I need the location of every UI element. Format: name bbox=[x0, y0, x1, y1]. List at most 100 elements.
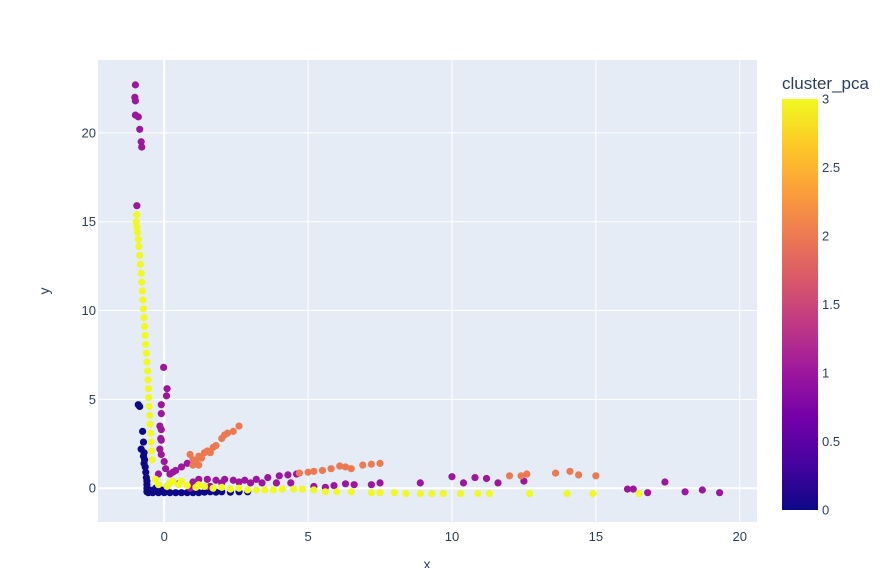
scatter-point-cluster-1 bbox=[162, 465, 170, 473]
scatter-point-cluster-1 bbox=[131, 81, 140, 89]
scatter-point-cluster-1 bbox=[157, 410, 165, 418]
scatter-point-cluster-3 bbox=[139, 296, 147, 304]
scatter-point-cluster-2 bbox=[367, 460, 375, 468]
scatter-point-cluster-3 bbox=[310, 486, 318, 494]
scatter-point-cluster-1 bbox=[137, 138, 145, 146]
scatter-point-cluster-1 bbox=[494, 479, 502, 487]
scatter-point-cluster-3 bbox=[166, 479, 174, 487]
scatter-point-cluster-1 bbox=[183, 459, 191, 467]
scatter-point-cluster-1 bbox=[160, 457, 168, 466]
scatter-point-cluster-2 bbox=[505, 472, 514, 480]
scatter-point-cluster-3 bbox=[140, 314, 148, 322]
scatter-point-cluster-3 bbox=[151, 475, 160, 483]
scatter-point-cluster-1 bbox=[258, 479, 266, 487]
scatter-point-cluster-1 bbox=[131, 97, 140, 105]
scatter-point-cluster-1 bbox=[241, 476, 249, 484]
scatter-point-cluster-2 bbox=[223, 429, 232, 437]
colorbar-tick-label: 0.5 bbox=[822, 434, 840, 449]
scatter-point-cluster-3 bbox=[148, 456, 156, 464]
scatter-point-cluster-2 bbox=[206, 449, 214, 457]
colorbar-tick-label: 1 bbox=[822, 366, 829, 381]
scatter-point-cluster-3 bbox=[390, 489, 399, 497]
scatter-point-cluster-3 bbox=[526, 489, 534, 498]
scatter-point-cluster-1 bbox=[235, 478, 243, 486]
scatter-point-cluster-3 bbox=[485, 489, 493, 498]
scatter-point-cluster-1 bbox=[264, 473, 272, 482]
scatter-point-cluster-1 bbox=[157, 450, 165, 459]
scatter-point-cluster-3 bbox=[138, 278, 146, 286]
scatter-point-cluster-2 bbox=[197, 454, 206, 462]
scatter-point-cluster-3 bbox=[133, 210, 141, 219]
scatter-point-cluster-3 bbox=[183, 481, 191, 490]
scatter-point-cluster-3 bbox=[261, 486, 269, 494]
scatter-point-cluster-1 bbox=[629, 485, 637, 493]
scatter-point-cluster-3 bbox=[439, 489, 447, 498]
scatter-point-cluster-1 bbox=[416, 479, 424, 487]
scatter-point-cluster-0 bbox=[139, 452, 148, 460]
scatter-point-cluster-0 bbox=[146, 486, 154, 494]
scatter-point-cluster-3 bbox=[563, 489, 571, 498]
y-tick-label: 10 bbox=[82, 303, 96, 318]
scatter-point-cluster-3 bbox=[456, 489, 465, 498]
scatter-point-cluster-1 bbox=[160, 363, 168, 372]
scatter-point-cluster-2 bbox=[336, 462, 344, 470]
scatter-point-cluster-1 bbox=[154, 470, 163, 478]
scatter-point-cluster-3 bbox=[135, 242, 143, 251]
scatter-point-cluster-3 bbox=[144, 376, 152, 384]
scatter-point-cluster-1 bbox=[157, 401, 165, 409]
scatter-point-cluster-1 bbox=[376, 479, 384, 487]
data-points bbox=[131, 81, 724, 498]
scatter-point-cluster-1 bbox=[169, 468, 177, 476]
scatter-point-cluster-1 bbox=[162, 392, 171, 400]
scatter-point-cluster-1 bbox=[520, 477, 528, 485]
scatter-point-cluster-1 bbox=[715, 489, 724, 497]
scatter-point-cluster-1 bbox=[177, 463, 186, 471]
scatter-point-cluster-1 bbox=[367, 481, 375, 489]
x-tick-label: 10 bbox=[445, 529, 459, 544]
scatter-point-cluster-1 bbox=[459, 479, 468, 487]
scatter-point-cluster-1 bbox=[698, 486, 706, 494]
scatter-point-cluster-3 bbox=[154, 481, 163, 489]
scatter-point-cluster-3 bbox=[144, 385, 152, 393]
scatter-point-cluster-3 bbox=[589, 489, 597, 498]
scatter-point-cluster-3 bbox=[177, 477, 186, 485]
scatter-point-cluster-3 bbox=[244, 486, 252, 494]
scatter-point-cluster-2 bbox=[195, 461, 203, 469]
scatter-point-cluster-2 bbox=[295, 469, 304, 477]
scatter-point-cluster-3 bbox=[137, 269, 145, 277]
scatter-point-cluster-3 bbox=[141, 331, 149, 340]
scatter-point-cluster-1 bbox=[157, 436, 165, 444]
scatter-point-cluster-1 bbox=[623, 485, 632, 493]
scatter-point-cluster-1 bbox=[246, 479, 255, 487]
scatter-point-cluster-1 bbox=[448, 473, 456, 481]
scatter-point-cluster-3 bbox=[226, 485, 234, 493]
scatter-point-cluster-0 bbox=[139, 427, 147, 435]
scatter-point-cluster-3 bbox=[269, 486, 278, 494]
scatter-point-cluster-3 bbox=[134, 235, 142, 244]
scatter-point-cluster-0 bbox=[136, 402, 144, 411]
y-tick-labels: 0 5 10 15 20 bbox=[82, 125, 96, 495]
scatter-point-cluster-0 bbox=[195, 489, 203, 497]
scatter-point-cluster-3 bbox=[428, 489, 436, 498]
scatter-point-cluster-1 bbox=[350, 481, 358, 489]
scatter-point-cluster-1 bbox=[157, 426, 165, 434]
scatter-point-cluster-3 bbox=[252, 486, 260, 494]
scatter-point-cluster-2 bbox=[186, 450, 194, 459]
scatter-point-cluster-3 bbox=[333, 488, 341, 496]
scatter-point-cluster-0 bbox=[166, 489, 174, 497]
scatter-point-cluster-1 bbox=[661, 478, 669, 486]
scatter-point-cluster-1 bbox=[471, 473, 479, 482]
x-tick-label: 15 bbox=[589, 529, 603, 544]
scatter-point-cluster-3 bbox=[142, 349, 150, 357]
scatter-point-cluster-3 bbox=[218, 483, 226, 491]
scatter-point-cluster-2 bbox=[347, 465, 355, 473]
scatter-point-cluster-3 bbox=[200, 482, 209, 491]
scatter-point-cluster-2 bbox=[318, 466, 327, 475]
scatter-point-cluster-3 bbox=[145, 394, 153, 402]
y-tick-label: 0 bbox=[89, 481, 96, 496]
scatter-point-cluster-3 bbox=[321, 488, 329, 496]
x-tick-labels: 0 5 10 15 20 bbox=[161, 529, 747, 544]
y-tick-label: 20 bbox=[82, 125, 96, 140]
scatter-point-cluster-3 bbox=[146, 420, 154, 428]
